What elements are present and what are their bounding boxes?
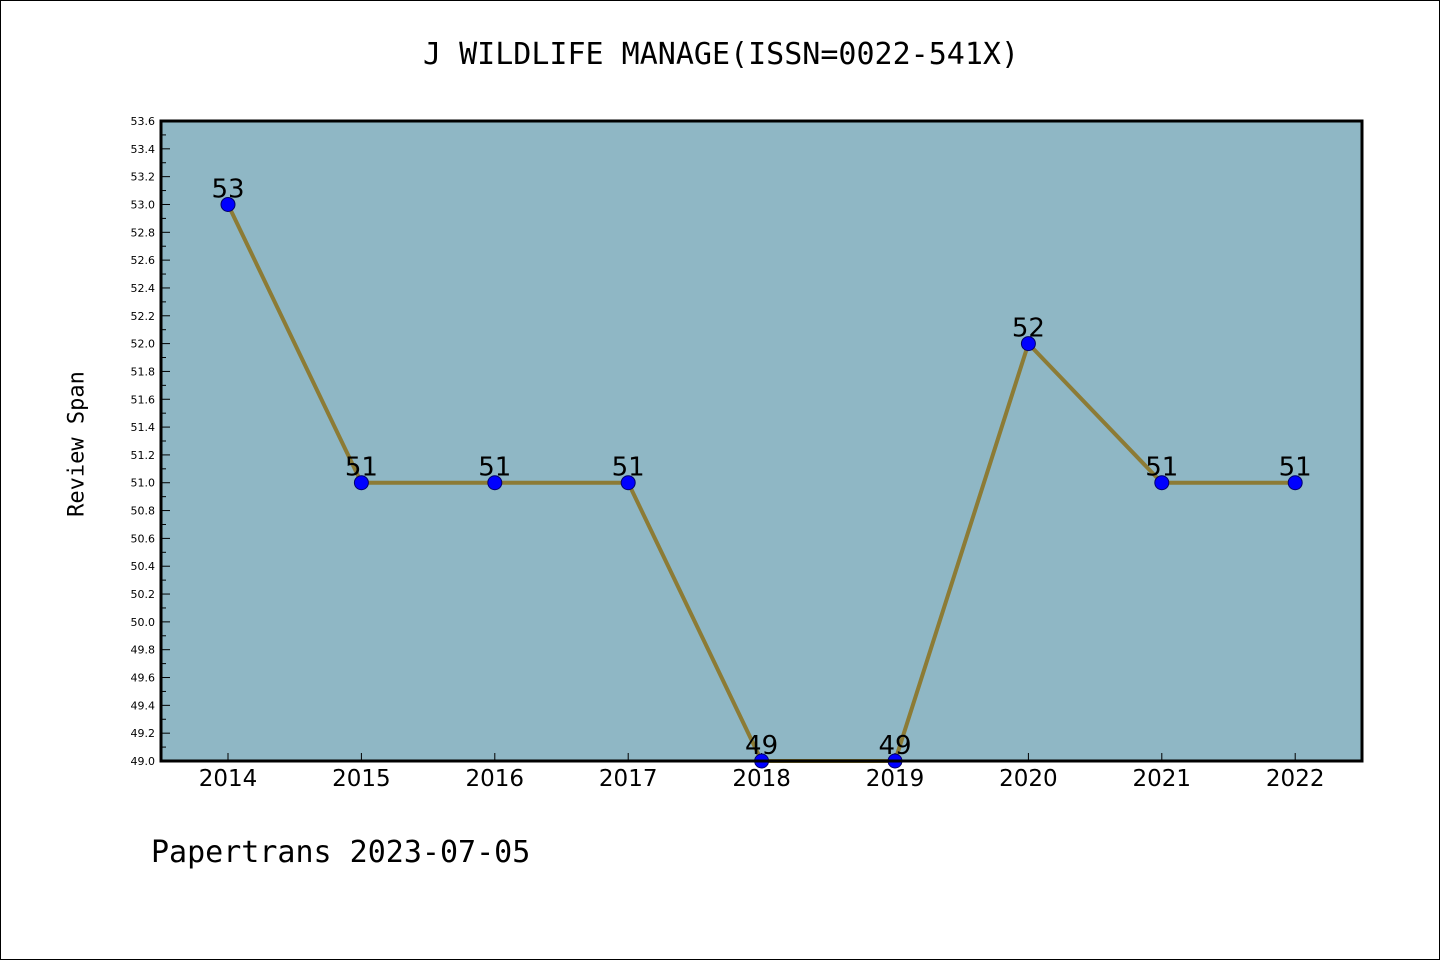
- y-tick-label: 49.8: [131, 644, 156, 657]
- x-tick-label: 2019: [866, 766, 925, 792]
- plot-area: [161, 121, 1362, 761]
- x-tick-label: 2014: [199, 766, 258, 792]
- y-tick-label: 51.0: [131, 477, 156, 490]
- y-tick-label: 53.4: [131, 143, 156, 156]
- x-tick-label: 2017: [599, 766, 658, 792]
- data-point: [487, 475, 503, 491]
- x-tick-label: 2020: [999, 766, 1058, 792]
- data-point: [1154, 475, 1170, 491]
- data-label: 51: [1279, 453, 1312, 483]
- data-label: 53: [211, 174, 244, 204]
- footer-text: Papertrans 2023-07-05: [151, 835, 531, 870]
- data-point: [1020, 336, 1036, 352]
- x-tick-label: 2018: [732, 766, 791, 792]
- y-tick-label: 53.0: [131, 198, 156, 211]
- y-tick-label: 51.2: [131, 449, 156, 462]
- data-label: 51: [1145, 453, 1178, 483]
- y-tick-label: 50.8: [131, 505, 156, 518]
- y-tick-label: 52.8: [131, 226, 156, 239]
- y-tick-label: 50.2: [131, 588, 156, 601]
- y-tick-label: 49.2: [131, 727, 156, 740]
- y-tick-label: 49.0: [131, 755, 156, 768]
- y-tick-label: 51.8: [131, 365, 156, 378]
- y-tick-label: 52.4: [131, 282, 156, 295]
- y-tick-label: 50.0: [131, 616, 156, 629]
- x-tick-label: 2015: [332, 766, 391, 792]
- plot-frame: [159, 119, 1364, 763]
- data-label: 49: [745, 731, 778, 761]
- y-tick-label: 51.4: [131, 421, 156, 434]
- x-tick-label: 2016: [466, 766, 525, 792]
- x-tick-label: 2022: [1266, 766, 1325, 792]
- y-tick-label: 51.6: [131, 393, 156, 406]
- y-tick-label: 52.0: [131, 338, 156, 351]
- y-tick-label: 50.4: [131, 560, 156, 573]
- data-label: 51: [478, 453, 511, 483]
- y-tick-label: 53.2: [131, 171, 156, 184]
- y-tick-label: 49.4: [131, 699, 156, 712]
- y-tick-label: 52.6: [131, 254, 156, 267]
- data-label: 52: [1012, 314, 1045, 344]
- data-label: 51: [345, 453, 378, 483]
- y-tick-label: 49.6: [131, 672, 156, 685]
- data-point: [1287, 475, 1303, 491]
- y-tick-label: 53.6: [131, 115, 156, 128]
- chart-title: J WILDLIFE MANAGE(ISSN=0022-541X): [422, 37, 1020, 72]
- data-point: [220, 196, 236, 212]
- x-tick-label: 2021: [1133, 766, 1192, 792]
- data-label: 49: [878, 731, 911, 761]
- data-label: 51: [612, 453, 645, 483]
- data-point: [620, 475, 636, 491]
- y-tick-label: 52.2: [131, 310, 156, 323]
- data-point: [353, 475, 369, 491]
- y-tick-label: 50.6: [131, 532, 156, 545]
